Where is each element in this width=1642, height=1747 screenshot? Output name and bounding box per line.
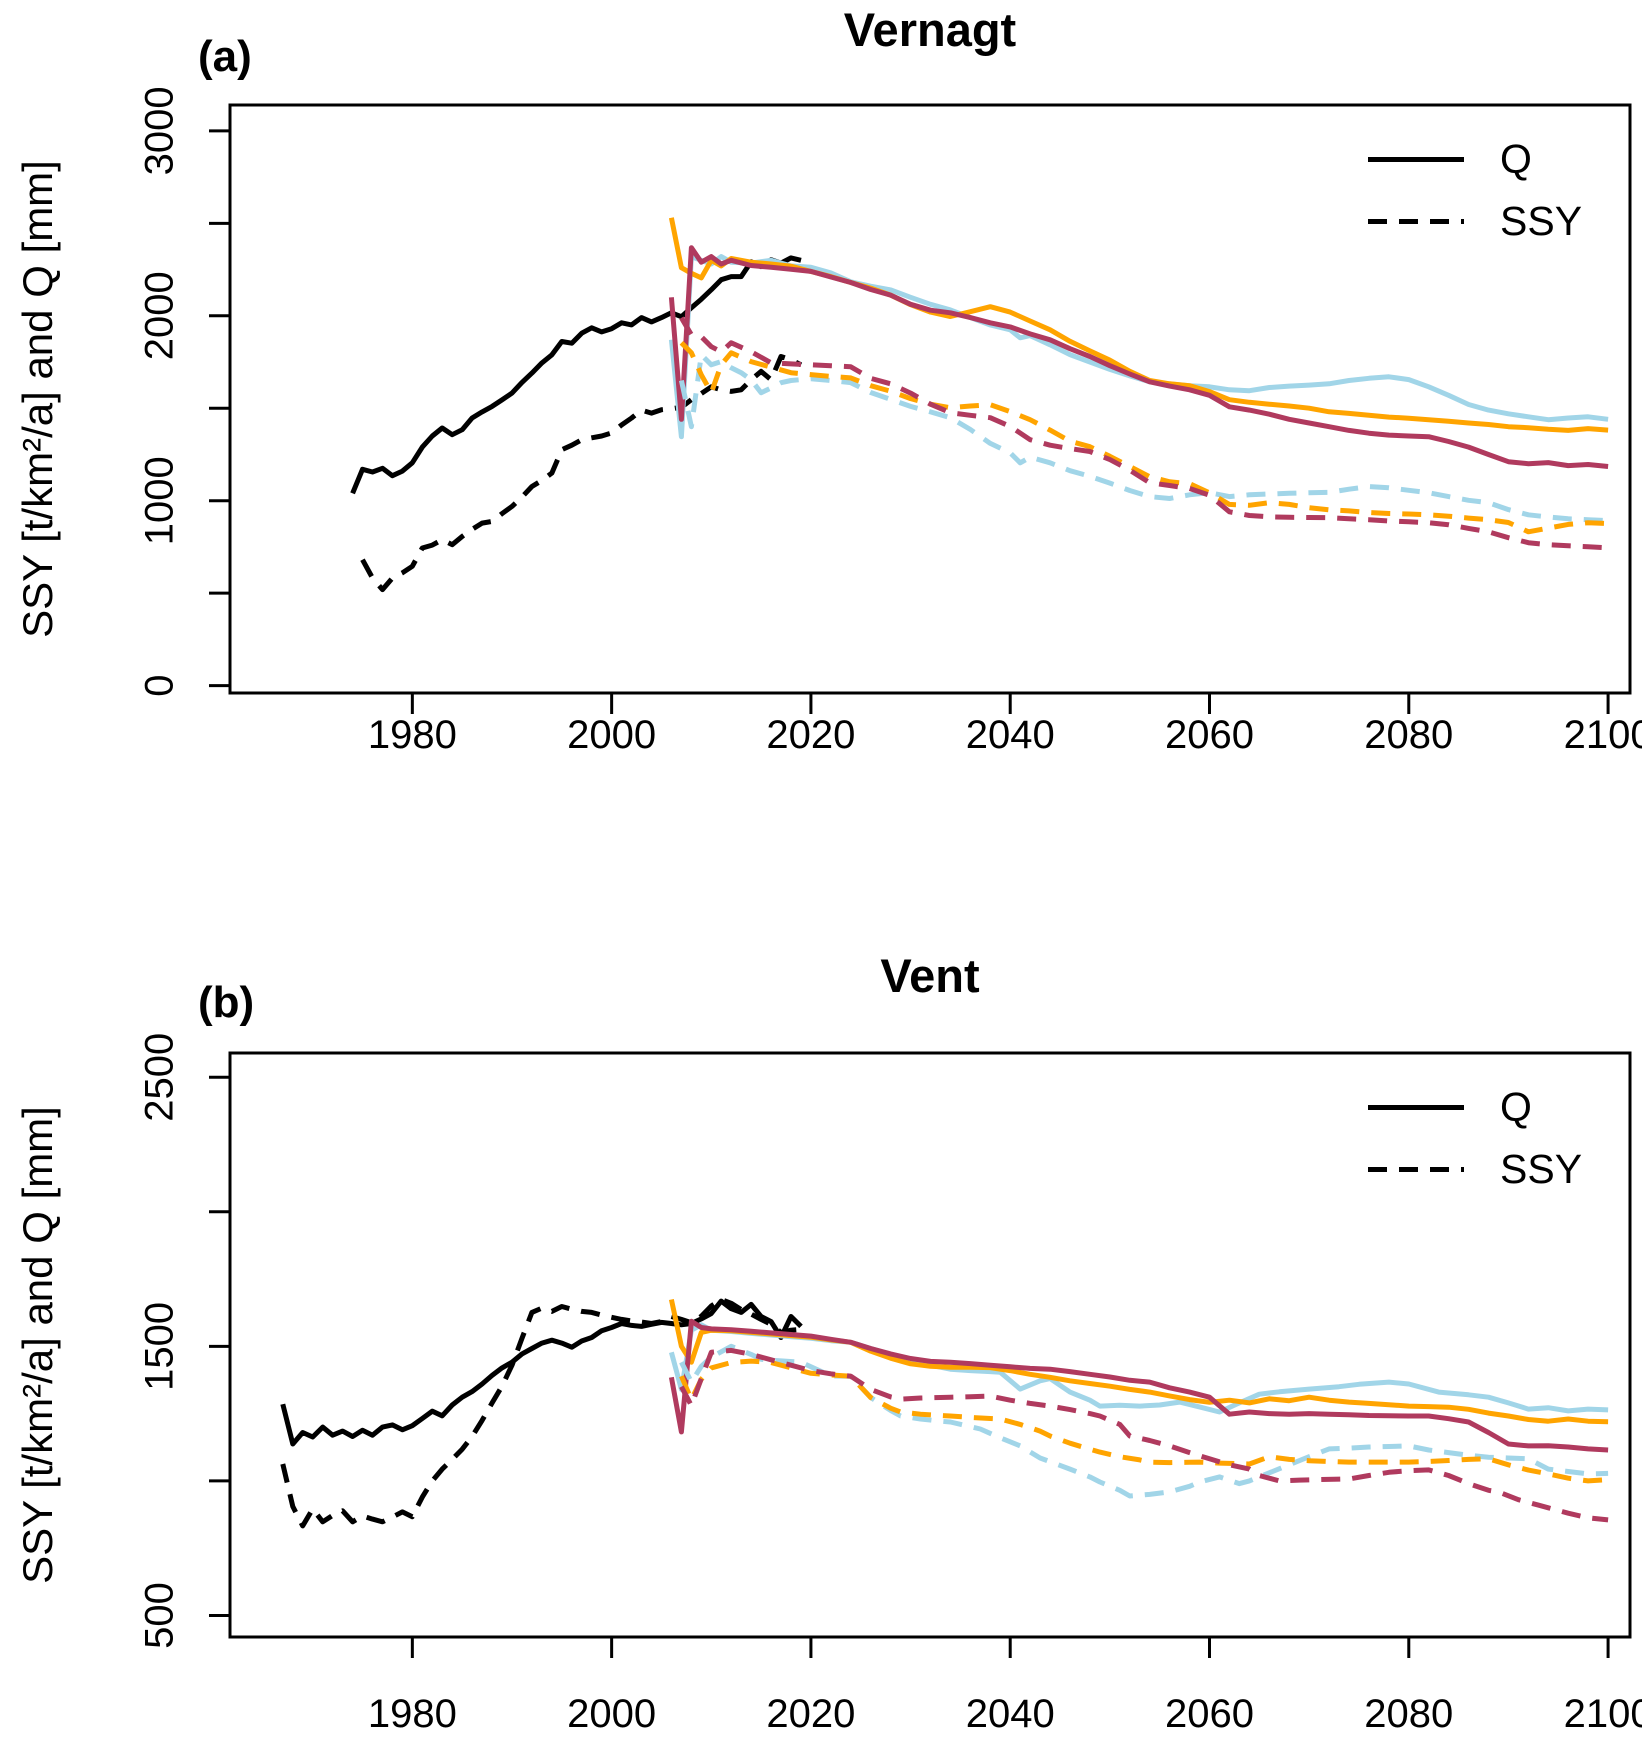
series-ssy-B03A5E (679, 1347, 1609, 1523)
x-tick-label: 2100 (1564, 1692, 1642, 1736)
x-tick-label: 2000 (567, 1692, 656, 1736)
series-q-B03A5E (668, 1318, 1609, 1453)
legend-item-q: Q (1368, 1083, 1582, 1131)
legend-q-label: Q (1500, 136, 1532, 182)
series-ssy-FFA400 (679, 1358, 1609, 1484)
panel-a-label: (a) (198, 32, 252, 81)
y-tick-label: 1500 (138, 1302, 182, 1391)
legend-item-ssy: SSY (1368, 1145, 1582, 1193)
x-tick-label: 2020 (766, 713, 855, 757)
series-q-historical (350, 255, 802, 495)
series-q-FFA400 (668, 1298, 1609, 1425)
panel-b-label: (b) (198, 978, 255, 1027)
y-tick-label: 2500 (138, 1033, 182, 1122)
solid-line-icon (1368, 1104, 1464, 1110)
y-tick-label: 3000 (138, 86, 182, 175)
legend-ssy-label: SSY (1500, 198, 1583, 244)
panel-b-y-axis-title: SSY [t/km²/a] and Q [mm] (14, 1106, 61, 1584)
x-tick-label: 2080 (1364, 1692, 1453, 1736)
x-tick-label: 2020 (766, 1692, 855, 1736)
series-q-B03A5E (668, 245, 1609, 469)
series-ssy-B03A5E (679, 316, 1609, 551)
legend-q-label: Q (1500, 1084, 1532, 1130)
series-ssy-historical (360, 354, 803, 593)
series-ssy-A1D5E8 (678, 352, 1609, 524)
panel-a-y-axis-title: SSY [t/km²/a] and Q [mm] (14, 160, 61, 638)
panel-a-title: Vernagt (843, 3, 1017, 56)
panel-a-legend: Q SSY (1368, 135, 1582, 245)
x-tick-label: 2040 (966, 1692, 1055, 1736)
y-tick-label: 500 (138, 1582, 182, 1649)
series-q-FFA400 (668, 217, 1609, 433)
series-q-A1D5E8 (668, 254, 1609, 440)
legend-item-ssy: SSY (1368, 197, 1582, 245)
legend-ssy-label: SSY (1500, 1146, 1583, 1192)
x-tick-label: 2100 (1564, 713, 1642, 757)
legend-item-q: Q (1368, 135, 1582, 183)
panel-b-legend: Q SSY (1368, 1083, 1582, 1193)
solid-line-icon (1368, 156, 1464, 162)
series-ssy-FFA400 (679, 341, 1609, 535)
series-q-historical (280, 1298, 803, 1447)
y-tick-label: 2000 (138, 271, 182, 360)
x-tick-label: 1980 (368, 1692, 457, 1736)
x-tick-label: 2040 (966, 713, 1055, 757)
panel-b-title: Vent (880, 949, 980, 1002)
x-tick-label: 1980 (368, 713, 457, 757)
series-ssy-historical (280, 1297, 802, 1529)
x-tick-label: 2060 (1165, 1692, 1254, 1736)
x-tick-label: 2000 (567, 713, 656, 757)
series-ssy-A1D5E8 (679, 1343, 1609, 1499)
plot-box (228, 103, 1632, 695)
y-tick-label: 1000 (138, 456, 182, 545)
dashed-line-icon (1368, 218, 1464, 224)
y-tick-label: 0 (138, 674, 182, 696)
x-tick-label: 2060 (1165, 713, 1254, 757)
dashed-line-icon (1368, 1166, 1464, 1172)
x-tick-label: 2080 (1364, 713, 1453, 757)
